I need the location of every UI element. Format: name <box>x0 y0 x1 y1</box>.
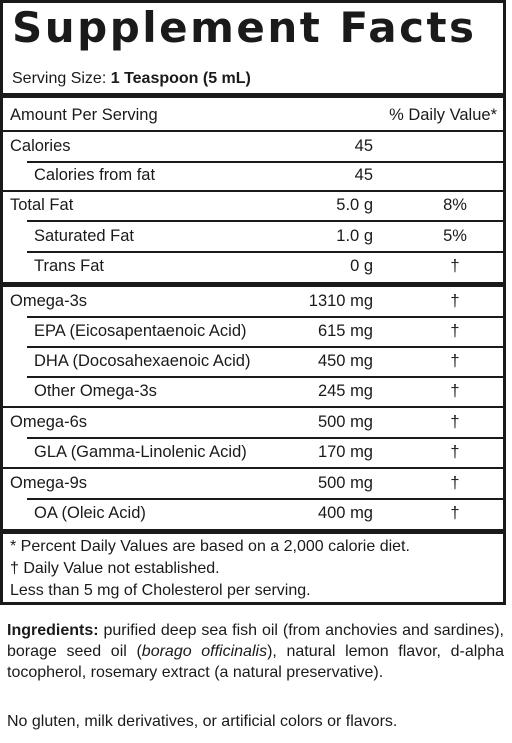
nutrient-amount: 500 mg <box>317 413 373 431</box>
nutrient-amount: 170 mg <box>317 443 373 461</box>
rule <box>27 251 503 253</box>
rule <box>27 376 503 378</box>
nutrient-daily-value: † <box>450 474 460 492</box>
nutrient-daily-value: † <box>450 504 460 522</box>
nutrient-label: EPA (Eicosapentaenoic Acid) <box>34 322 247 340</box>
nutrient-label: Other Omega-3s <box>34 382 157 400</box>
nutrient-row: Omega-9s 500 mg † <box>3 468 503 498</box>
nutrient-amount: 615 mg <box>317 322 373 340</box>
thick-rule <box>3 282 503 287</box>
allergen-note: No gluten, milk derivatives, or artifici… <box>7 713 398 730</box>
footnote-dagger: † Daily Value not established. <box>10 560 220 577</box>
nutrient-daily-value: 5% <box>443 227 467 245</box>
nutrient-label: Omega-3s <box>10 292 88 310</box>
nutrient-daily-value: † <box>450 352 460 370</box>
nutrient-daily-value: † <box>450 292 460 310</box>
ingredients-text-1: purified deep sea fish oil (from anchovi… <box>7 622 504 660</box>
nutrient-label: Saturated Fat <box>34 227 134 245</box>
ingredients: Ingredients: purified deep sea fish oil … <box>7 620 504 683</box>
nutrient-row: EPA (Eicosapentaenoic Acid) 615 mg † <box>3 316 503 346</box>
rule <box>27 220 503 222</box>
nutrient-daily-value: † <box>450 257 460 275</box>
nutrient-amount: 1.0 g <box>336 227 373 245</box>
rule <box>3 130 503 132</box>
nutrient-row: Saturated Fat 1.0 g 5% <box>3 221 503 251</box>
nutrient-label: OA (Oleic Acid) <box>34 504 146 522</box>
nutrient-label: GLA (Gamma-Linolenic Acid) <box>34 443 247 461</box>
rule <box>27 316 503 318</box>
nutrient-amount: 45 <box>354 166 373 184</box>
nutrient-row: Omega-3s 1310 mg † <box>3 286 503 316</box>
rule <box>3 190 503 192</box>
header-row: Amount Per Serving % Daily Value* <box>3 100 503 130</box>
nutrient-label: Omega-9s <box>10 474 88 492</box>
serving-size-label: Serving Size: <box>12 70 107 87</box>
nutrient-label: Total Fat <box>10 196 74 214</box>
nutrient-daily-value: † <box>450 322 460 340</box>
nutrient-row: OA (Oleic Acid) 400 mg † <box>3 498 503 528</box>
nutrient-row: Other Omega-3s 245 mg † <box>3 376 503 406</box>
serving-size-value: 1 Teaspoon (5 mL) <box>110 70 251 87</box>
rule <box>27 498 503 500</box>
ingredients-text-2: ), natural lemon flavor, d-alpha tocophe… <box>7 643 504 681</box>
nutrient-label: Calories <box>10 137 71 155</box>
nutrient-amount: 400 mg <box>317 504 373 522</box>
nutrient-amount: 500 mg <box>317 474 373 492</box>
nutrient-amount: 5.0 g <box>336 196 373 214</box>
ingredients-italic: borago officinalis <box>141 643 268 660</box>
serving-size: Serving Size: 1 Teaspoon (5 mL) <box>12 70 251 88</box>
nutrient-label: Trans Fat <box>34 257 104 275</box>
thick-rule-top <box>3 93 503 98</box>
nutrient-amount: 450 mg <box>317 352 373 370</box>
header-daily-value: % Daily Value* <box>389 106 497 124</box>
footnote-dv: * Percent Daily Values are based on a 2,… <box>10 538 410 555</box>
rule <box>3 406 503 408</box>
header-amount: Amount Per Serving <box>10 106 158 124</box>
nutrient-daily-value: † <box>450 413 460 431</box>
nutrient-label: DHA (Docosahexaenoic Acid) <box>34 352 251 370</box>
nutrient-label: Omega-6s <box>10 413 88 431</box>
nutrient-amount: 1310 mg <box>308 292 373 310</box>
rule <box>27 437 503 439</box>
nutrient-amount: 45 <box>354 137 373 155</box>
rule <box>27 161 503 163</box>
nutrient-daily-value: † <box>450 443 460 461</box>
nutrient-amount: 0 g <box>350 257 373 275</box>
nutrient-row: Calories from fat 45 <box>3 160 503 190</box>
ingredients-label: Ingredients: <box>7 622 99 639</box>
rule <box>27 346 503 348</box>
nutrient-daily-value: † <box>450 382 460 400</box>
nutrient-row: Trans Fat 0 g † <box>3 251 503 281</box>
nutrient-row: DHA (Docosahexaenoic Acid) 450 mg † <box>3 346 503 376</box>
nutrient-row: Omega-6s 500 mg † <box>3 407 503 437</box>
supplement-facts-panel: Supplement Facts Serving Size: 1 Teaspoo… <box>0 0 506 605</box>
nutrient-row: GLA (Gamma-Linolenic Acid) 170 mg † <box>3 437 503 467</box>
nutrient-row: Calories 45 <box>3 131 503 161</box>
nutrient-amount: 245 mg <box>317 382 373 400</box>
thick-rule-bottom <box>3 529 503 534</box>
nutrient-row: Total Fat 5.0 g 8% <box>3 190 503 220</box>
nutrient-daily-value: 8% <box>443 196 467 214</box>
nutrient-label: Calories from fat <box>34 166 156 184</box>
footnote-cholesterol: Less than 5 mg of Cholesterol per servin… <box>10 582 311 599</box>
rule <box>3 467 503 469</box>
panel-title: Supplement Facts <box>12 3 477 52</box>
